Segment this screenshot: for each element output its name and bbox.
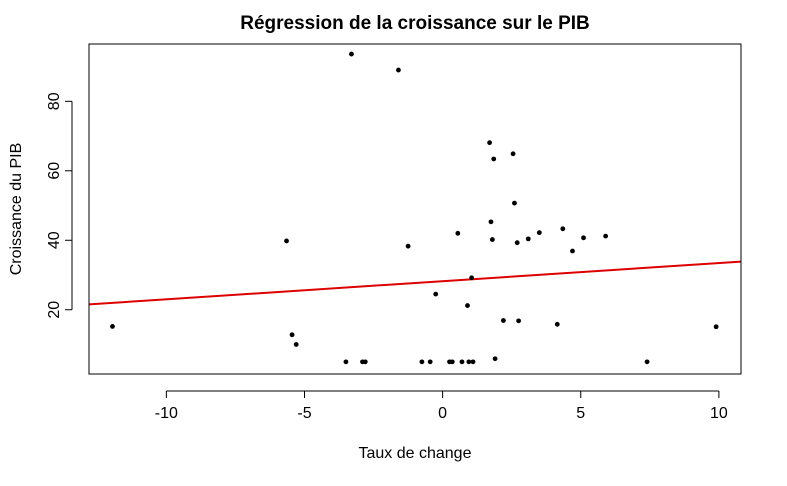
regression-line xyxy=(89,260,741,306)
x-tick-label: -5 xyxy=(297,405,311,422)
data-point xyxy=(284,238,289,244)
data-point xyxy=(491,156,497,162)
data-point xyxy=(492,356,498,362)
data-point xyxy=(343,359,349,365)
data-point xyxy=(470,359,476,365)
data-point xyxy=(603,233,609,239)
x-tick-label: -10 xyxy=(155,405,178,422)
data-point xyxy=(644,359,650,365)
data-point xyxy=(581,235,586,241)
data-point xyxy=(459,359,465,365)
data-point xyxy=(501,318,506,323)
x-tick-label: 5 xyxy=(576,405,585,422)
plot-frame xyxy=(88,43,742,375)
data-point xyxy=(110,324,115,329)
data-point xyxy=(455,230,461,236)
data-point xyxy=(469,275,475,281)
data-point xyxy=(516,318,522,324)
y-tick-label: 40 xyxy=(46,231,63,249)
data-point xyxy=(488,219,494,225)
data-point xyxy=(525,236,531,242)
y-axis: 20 40 60 80 xyxy=(46,92,73,319)
data-point xyxy=(289,332,295,338)
data-point xyxy=(560,226,566,232)
data-point xyxy=(466,359,472,365)
x-axis: -10 -5 0 5 10 xyxy=(155,390,728,422)
data-point xyxy=(362,359,368,365)
data-point xyxy=(419,359,425,365)
data-point xyxy=(433,291,439,297)
x-tick-label: 0 xyxy=(438,405,447,422)
data-point xyxy=(427,359,433,365)
data-point xyxy=(349,51,354,57)
y-tick-label: 20 xyxy=(46,301,63,319)
data-point xyxy=(512,200,517,206)
y-tick-label: 80 xyxy=(46,92,63,110)
data-point xyxy=(514,240,520,246)
data-point xyxy=(396,67,401,73)
data-point xyxy=(536,230,542,236)
data-point xyxy=(465,303,470,308)
data-point xyxy=(570,248,575,254)
x-axis-label: Taux de change xyxy=(359,445,472,462)
x-tick-label: 10 xyxy=(710,405,728,422)
chart-title: Régression de la croissance sur le PIB xyxy=(240,13,590,34)
data-point xyxy=(449,359,455,365)
data-point xyxy=(510,151,516,157)
y-tick-label: 60 xyxy=(46,162,63,180)
data-point xyxy=(554,321,560,327)
data-point xyxy=(293,342,299,347)
data-point xyxy=(405,243,411,249)
data-point xyxy=(713,324,719,330)
y-axis-label: Croissance du PIB xyxy=(8,143,25,276)
data-point xyxy=(487,140,492,146)
data-point xyxy=(489,237,495,242)
